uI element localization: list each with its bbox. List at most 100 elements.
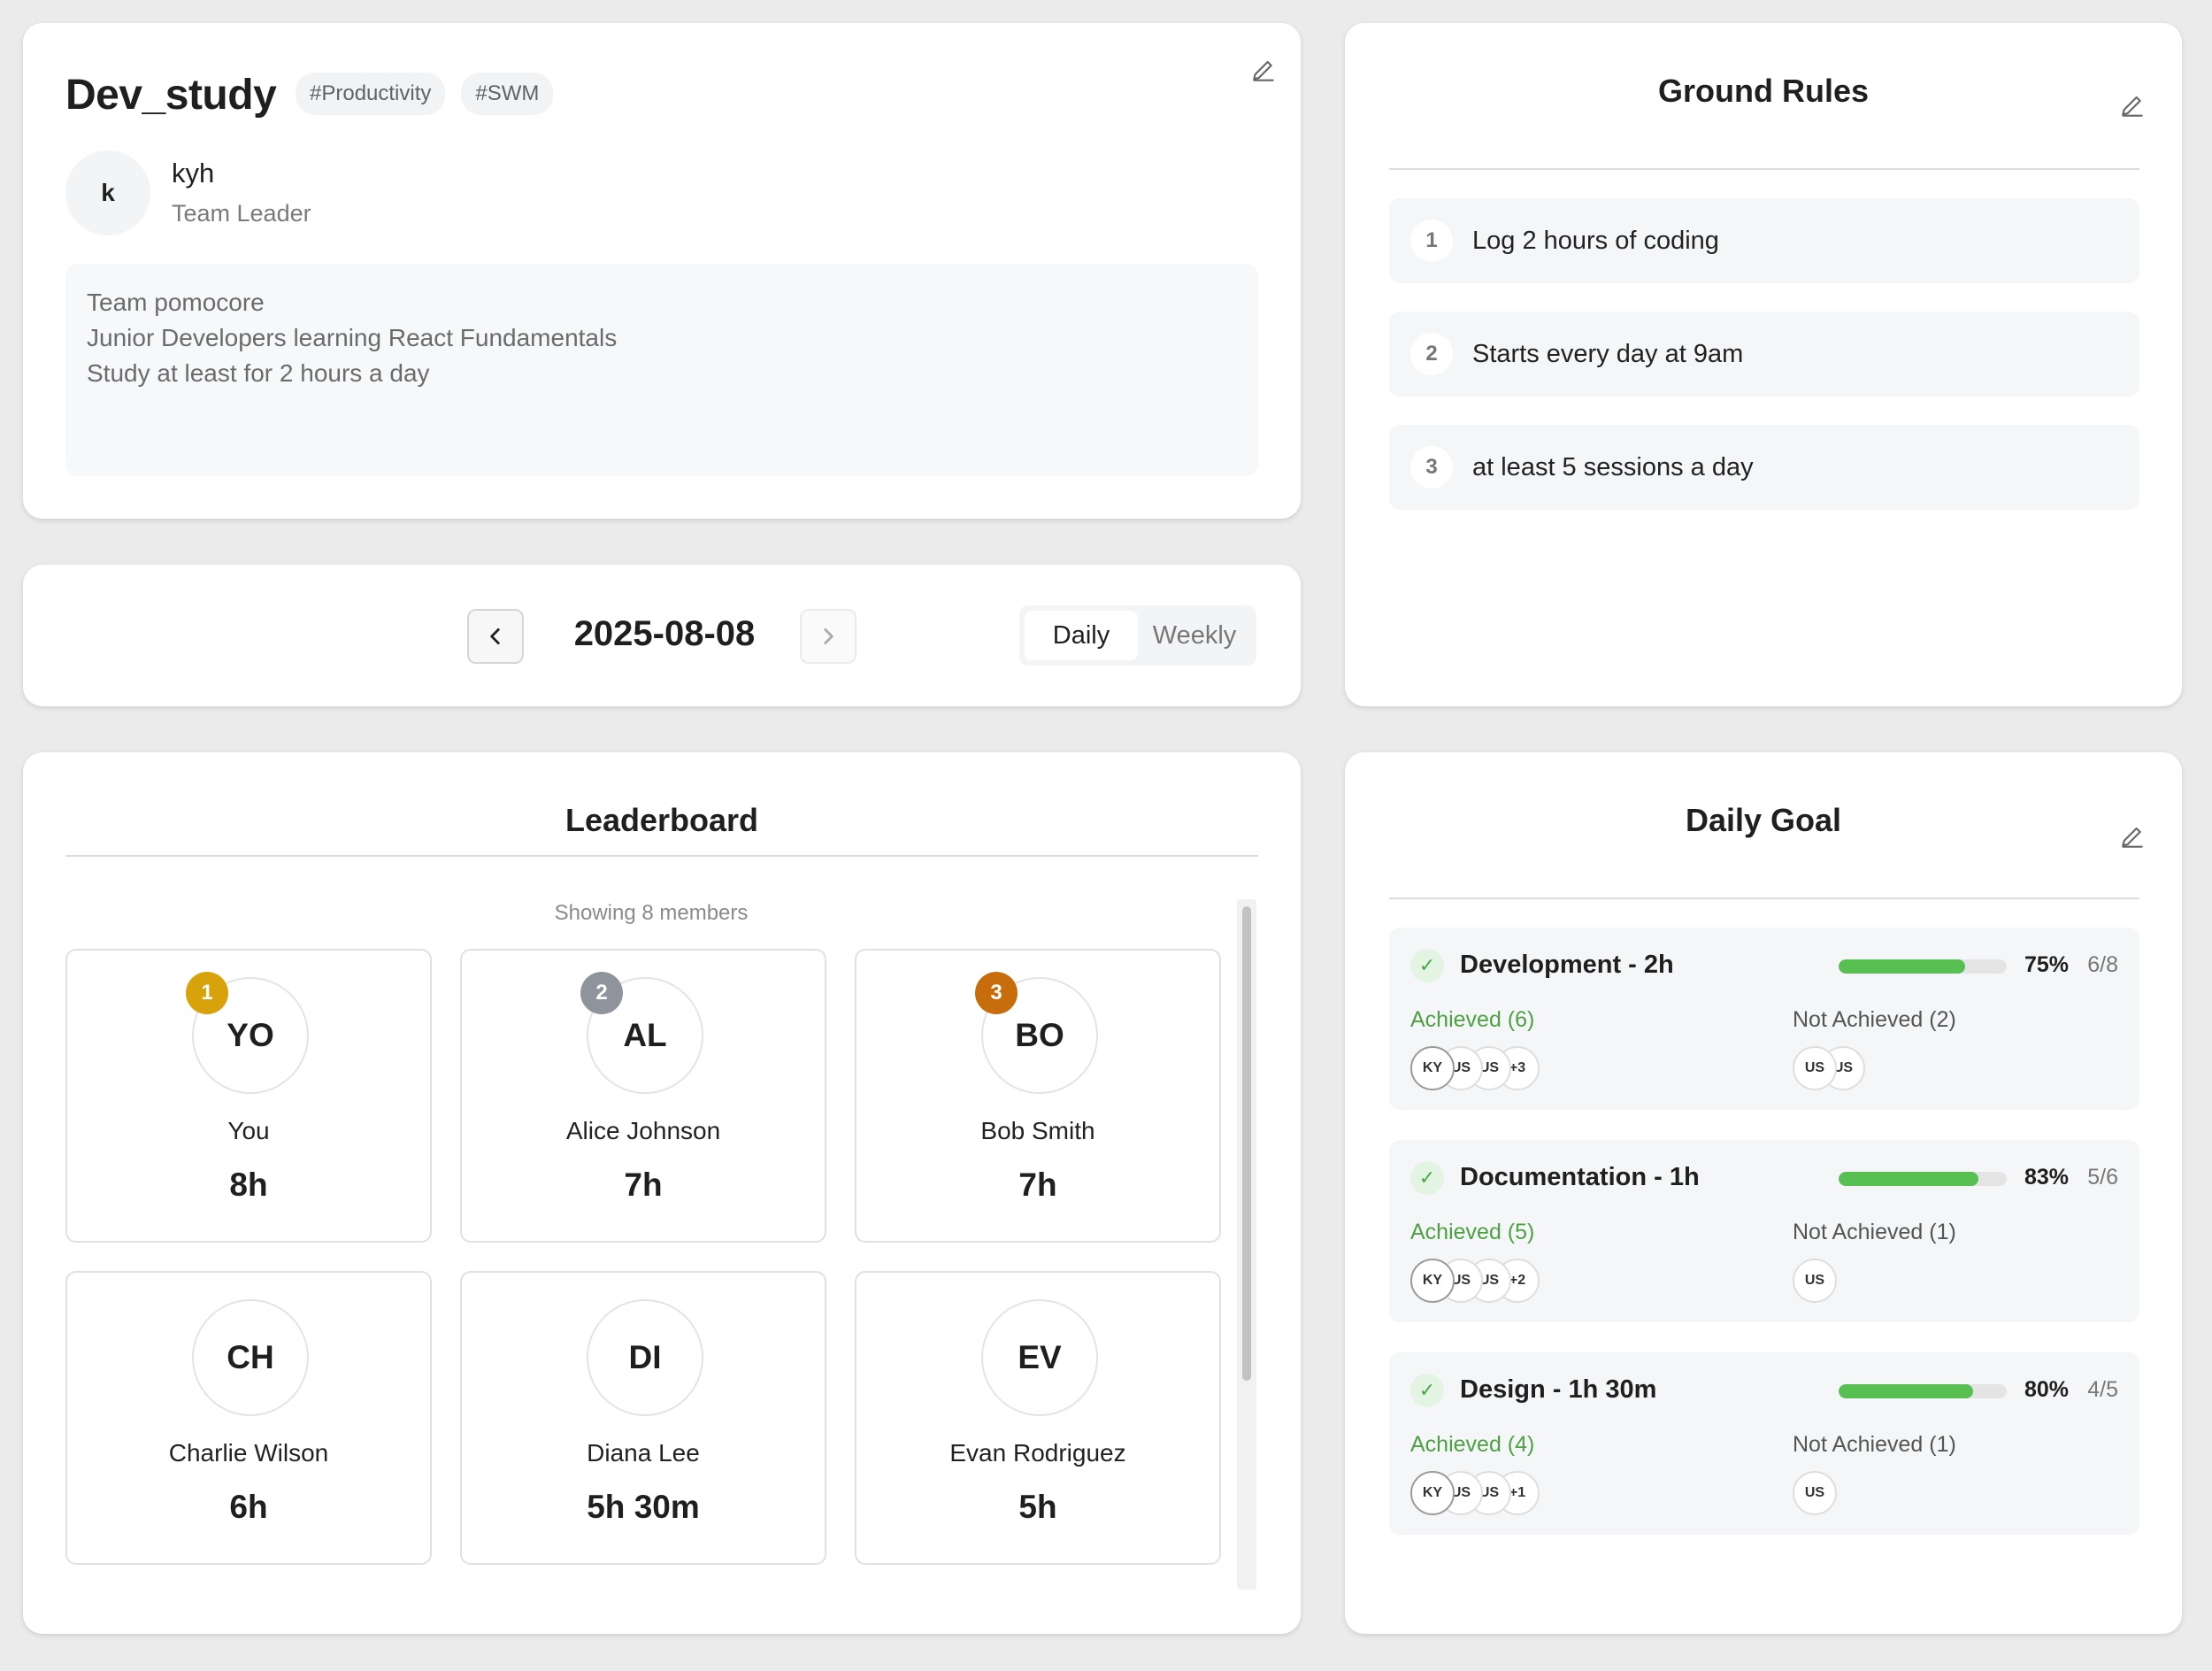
next-date-button[interactable] — [800, 609, 856, 664]
member-card[interactable]: EV Evan Rodriguez 5h — [855, 1271, 1221, 1565]
rule-item: 2 Starts every day at 9am — [1389, 312, 2139, 397]
description-line: Study at least for 2 hours a day — [87, 359, 430, 387]
scroll-thumb[interactable] — [1242, 906, 1251, 1381]
member-time: 8h — [229, 1167, 268, 1203]
daily-tab[interactable]: Daily — [1025, 611, 1138, 660]
member-count: Showing 8 members — [554, 901, 749, 925]
rule-number: 2 — [1410, 333, 1453, 375]
leader-role: Team Leader — [172, 200, 311, 227]
goal-progress-fill — [1839, 959, 1965, 974]
member-avatar: AL — [587, 977, 703, 1094]
rule-number: 1 — [1410, 219, 1453, 262]
member-avatar: DI — [587, 1299, 703, 1416]
team-name: Dev_study — [65, 72, 277, 119]
previous-date-button[interactable] — [467, 609, 524, 664]
check-icon: ✓ — [1410, 1374, 1444, 1407]
not-achieved-label: Not Achieved (1) — [1793, 1432, 1956, 1457]
tag-productivity[interactable]: #Productivity — [296, 73, 446, 115]
rule-item: 1 Log 2 hours of coding — [1389, 198, 2139, 283]
check-icon: ✓ — [1410, 949, 1444, 982]
goal-item: ✓ Design - 1h 30m 80% 4/5 Achieved (4) Not Ac… — [1389, 1352, 2139, 1535]
achieved-members: KY US US +1 — [1410, 1471, 1540, 1515]
not-achieved-label: Not Achieved (2) — [1793, 1007, 1956, 1032]
achieved-label: Achieved (5) — [1410, 1220, 1535, 1244]
leader-name: kyh — [172, 158, 215, 189]
member-card[interactable]: CH Charlie Wilson 6h — [65, 1271, 432, 1565]
leaderboard-card: Leaderboard Showing 8 members YO 1 You 8h AL… — [23, 752, 1301, 1634]
member-avatar: YO — [192, 977, 309, 1094]
goal-percent: 75% — [2024, 952, 2070, 977]
leaderboard-scrollbar[interactable] — [1237, 899, 1256, 1590]
daily-goal-card: Daily Goal ✓ Development - 2h 75% 6/8 Achiev… — [1345, 752, 2182, 1634]
goal-title: Documentation - 1h — [1460, 1163, 1700, 1191]
member-chip[interactable]: KY — [1410, 1259, 1455, 1303]
member-name: Diana Lee — [587, 1439, 700, 1467]
rule-text: Log 2 hours of coding — [1472, 226, 1719, 255]
goal-progress-bar — [1839, 959, 2007, 974]
goal-item: ✓ Development - 2h 75% 6/8 Achieved (6) Not A… — [1389, 928, 2139, 1110]
edit-goal-pencil-icon[interactable] — [2118, 823, 2147, 851]
rank-badge: 1 — [186, 972, 228, 1014]
not-achieved-members: US — [1793, 1471, 1837, 1515]
rule-item: 3 at least 5 sessions a day — [1389, 425, 2139, 510]
member-chip[interactable]: KY — [1410, 1471, 1455, 1515]
date-navigation-card: 2025-08-08 Daily Weekly — [23, 565, 1301, 706]
achieved-label: Achieved (4) — [1410, 1432, 1535, 1457]
edit-team-pencil-icon[interactable] — [1249, 57, 1278, 85]
member-name: Alice Johnson — [565, 1117, 721, 1144]
member-card[interactable]: YO 1 You 8h — [65, 949, 432, 1243]
member-card[interactable]: DI Diana Lee 5h 30m — [460, 1271, 826, 1565]
current-date: 2025-08-08 — [573, 614, 756, 653]
team-description: Team pomocore Junior Developers learning… — [65, 264, 1258, 476]
member-name: You — [227, 1117, 270, 1144]
team-info-card: Dev_study #Productivity #SWM k kyh Team … — [23, 23, 1301, 519]
chevron-right-icon — [824, 628, 833, 644]
member-name: Evan Rodriguez — [949, 1439, 1126, 1467]
member-chip[interactable]: KY — [1410, 1046, 1455, 1090]
goal-percent: 80% — [2024, 1377, 2070, 1402]
not-achieved-label: Not Achieved (1) — [1793, 1220, 1956, 1244]
leader-avatar: k — [65, 150, 150, 235]
member-time: 6h — [229, 1489, 268, 1525]
member-avatar: BO — [981, 977, 1098, 1094]
goal-fraction: 4/5 — [2087, 1377, 2118, 1402]
goal-progress-bar — [1839, 1172, 2007, 1186]
edit-rules-pencil-icon[interactable] — [2118, 92, 2147, 120]
leaderboard-title: Leaderboard — [565, 802, 759, 838]
member-card[interactable]: AL 2 Alice Johnson 7h — [460, 949, 826, 1243]
rule-number: 3 — [1410, 446, 1453, 489]
daily-goal-title: Daily Goal — [1685, 802, 1842, 838]
goal-title: Development - 2h — [1460, 951, 1674, 979]
member-card[interactable]: BO 3 Bob Smith 7h — [855, 949, 1221, 1243]
rank-badge: 2 — [580, 972, 623, 1014]
description-line: Team pomocore — [87, 289, 265, 316]
chevron-left-icon — [490, 628, 500, 644]
member-name: Bob Smith — [980, 1117, 1095, 1144]
member-time: 7h — [624, 1167, 663, 1203]
team-tags: #Productivity #SWM — [296, 73, 554, 115]
divider — [65, 855, 1258, 857]
achieved-members: KY US US +2 — [1410, 1259, 1540, 1303]
goal-progress-bar — [1839, 1384, 2007, 1398]
achieved-members: KY US US +3 — [1410, 1046, 1540, 1090]
goal-progress-fill — [1839, 1172, 1978, 1186]
tag-swm[interactable]: #SWM — [461, 73, 554, 115]
rank-badge: 3 — [975, 972, 1018, 1014]
goal-fraction: 5/6 — [2087, 1165, 2118, 1190]
goal-item: ✓ Documentation - 1h 83% 5/6 Achieved (5) Not… — [1389, 1140, 2139, 1322]
member-time: 5h — [1018, 1489, 1057, 1525]
member-chip[interactable]: US — [1793, 1471, 1837, 1515]
period-toggle: Daily Weekly — [1019, 605, 1256, 666]
member-time: 5h 30m — [587, 1489, 700, 1525]
check-icon: ✓ — [1410, 1161, 1444, 1195]
ground-rules-card: Ground Rules 1 Log 2 hours of coding 2 S… — [1345, 23, 2182, 706]
member-chip[interactable]: US — [1793, 1046, 1837, 1090]
achieved-label: Achieved (6) — [1410, 1007, 1535, 1032]
not-achieved-members: US US — [1793, 1046, 1865, 1090]
member-time: 7h — [1018, 1167, 1057, 1203]
member-avatar: CH — [192, 1299, 309, 1416]
member-chip[interactable]: US — [1793, 1259, 1837, 1303]
member-avatar: EV — [981, 1299, 1098, 1416]
weekly-tab[interactable]: Weekly — [1152, 620, 1237, 650]
goal-title: Design - 1h 30m — [1460, 1375, 1657, 1404]
